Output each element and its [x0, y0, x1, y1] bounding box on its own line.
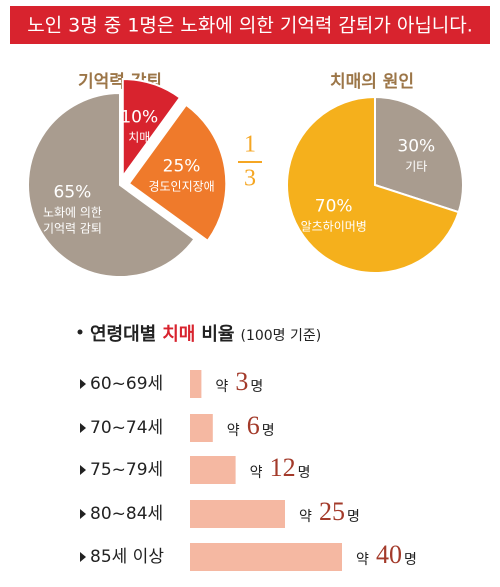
value-prefix: 약 — [250, 465, 263, 481]
value-label: 25 — [319, 497, 345, 526]
bar — [190, 414, 213, 442]
value-prefix: 약 — [356, 552, 369, 568]
value-label: 12 — [270, 453, 296, 482]
bar-title-part: 연령대별 — [90, 324, 157, 345]
bar-title-part: 비율 — [201, 324, 235, 345]
row-marker — [80, 552, 86, 562]
fraction-numerator: 1 — [244, 132, 256, 158]
slice-label: 30% 기타 — [397, 135, 435, 174]
value-label: 6 — [247, 411, 260, 440]
slice-category: 기타 — [405, 159, 428, 174]
slice-percent: 65% — [53, 182, 92, 203]
value-suffix: 명 — [298, 465, 311, 481]
slice-label: 25% 경도인지장애 — [148, 156, 214, 195]
row-marker — [80, 379, 86, 389]
value-suffix: 명 — [347, 509, 360, 525]
slice-percent: 10% — [120, 107, 159, 128]
slice-category: 경도인지장애 — [148, 179, 215, 194]
banner — [10, 6, 490, 44]
slice-percent: 30% — [397, 136, 436, 157]
bar-title: 연령대별 치매 비율 (100명 기준) — [90, 320, 321, 346]
bar — [190, 543, 342, 571]
bar — [190, 370, 202, 398]
row-marker — [80, 423, 86, 433]
bar-title-part: 치매 — [162, 324, 196, 345]
slice-label: 10% 치매 — [120, 106, 158, 145]
slice-category: 치매 — [128, 130, 151, 145]
row-marker — [80, 509, 86, 519]
value-suffix: 명 — [250, 379, 263, 395]
bar — [190, 500, 285, 528]
bar-subtitle: (100명 기준) — [240, 328, 322, 344]
value-label: 3 — [235, 367, 248, 396]
pie-slice — [27, 91, 196, 278]
value-prefix: 약 — [299, 509, 312, 525]
bullet — [77, 329, 83, 335]
category-label: 60~69세 — [90, 374, 163, 394]
category-label: 85세 이상 — [90, 547, 164, 567]
fraction-denominator: 3 — [244, 166, 256, 192]
value-label: 40 — [376, 540, 402, 569]
pie-title: 치매의 원인 — [330, 72, 414, 92]
pie-slice — [286, 95, 460, 274]
pie-slice — [127, 103, 228, 243]
slice-label: 65% 노화에 의한 기억력 감퇴 — [43, 182, 102, 237]
value-prefix: 약 — [215, 379, 228, 395]
slice-percent: 70% — [314, 196, 353, 217]
banner-title: 노인 3명 중 1명은 노화에 의한 기억력 감퇴가 아닙니다. — [27, 15, 473, 37]
slice-label: 70% 알츠하이머병 — [301, 195, 367, 234]
category-label: 70~74세 — [90, 418, 163, 438]
value-suffix: 명 — [262, 423, 275, 439]
value-suffix: 명 — [404, 552, 417, 568]
bar — [190, 456, 236, 484]
slice-percent: 25% — [162, 156, 201, 177]
pie-slice — [374, 95, 464, 214]
value-prefix: 약 — [227, 423, 240, 439]
row-marker — [80, 465, 86, 475]
category-label: 75~79세 — [90, 460, 163, 480]
pie-slice — [121, 78, 182, 180]
category-label: 80~84세 — [90, 504, 163, 524]
slice-category: 노화에 의한 기억력 감퇴 — [42, 205, 102, 236]
slice-category: 알츠하이머병 — [300, 219, 367, 234]
